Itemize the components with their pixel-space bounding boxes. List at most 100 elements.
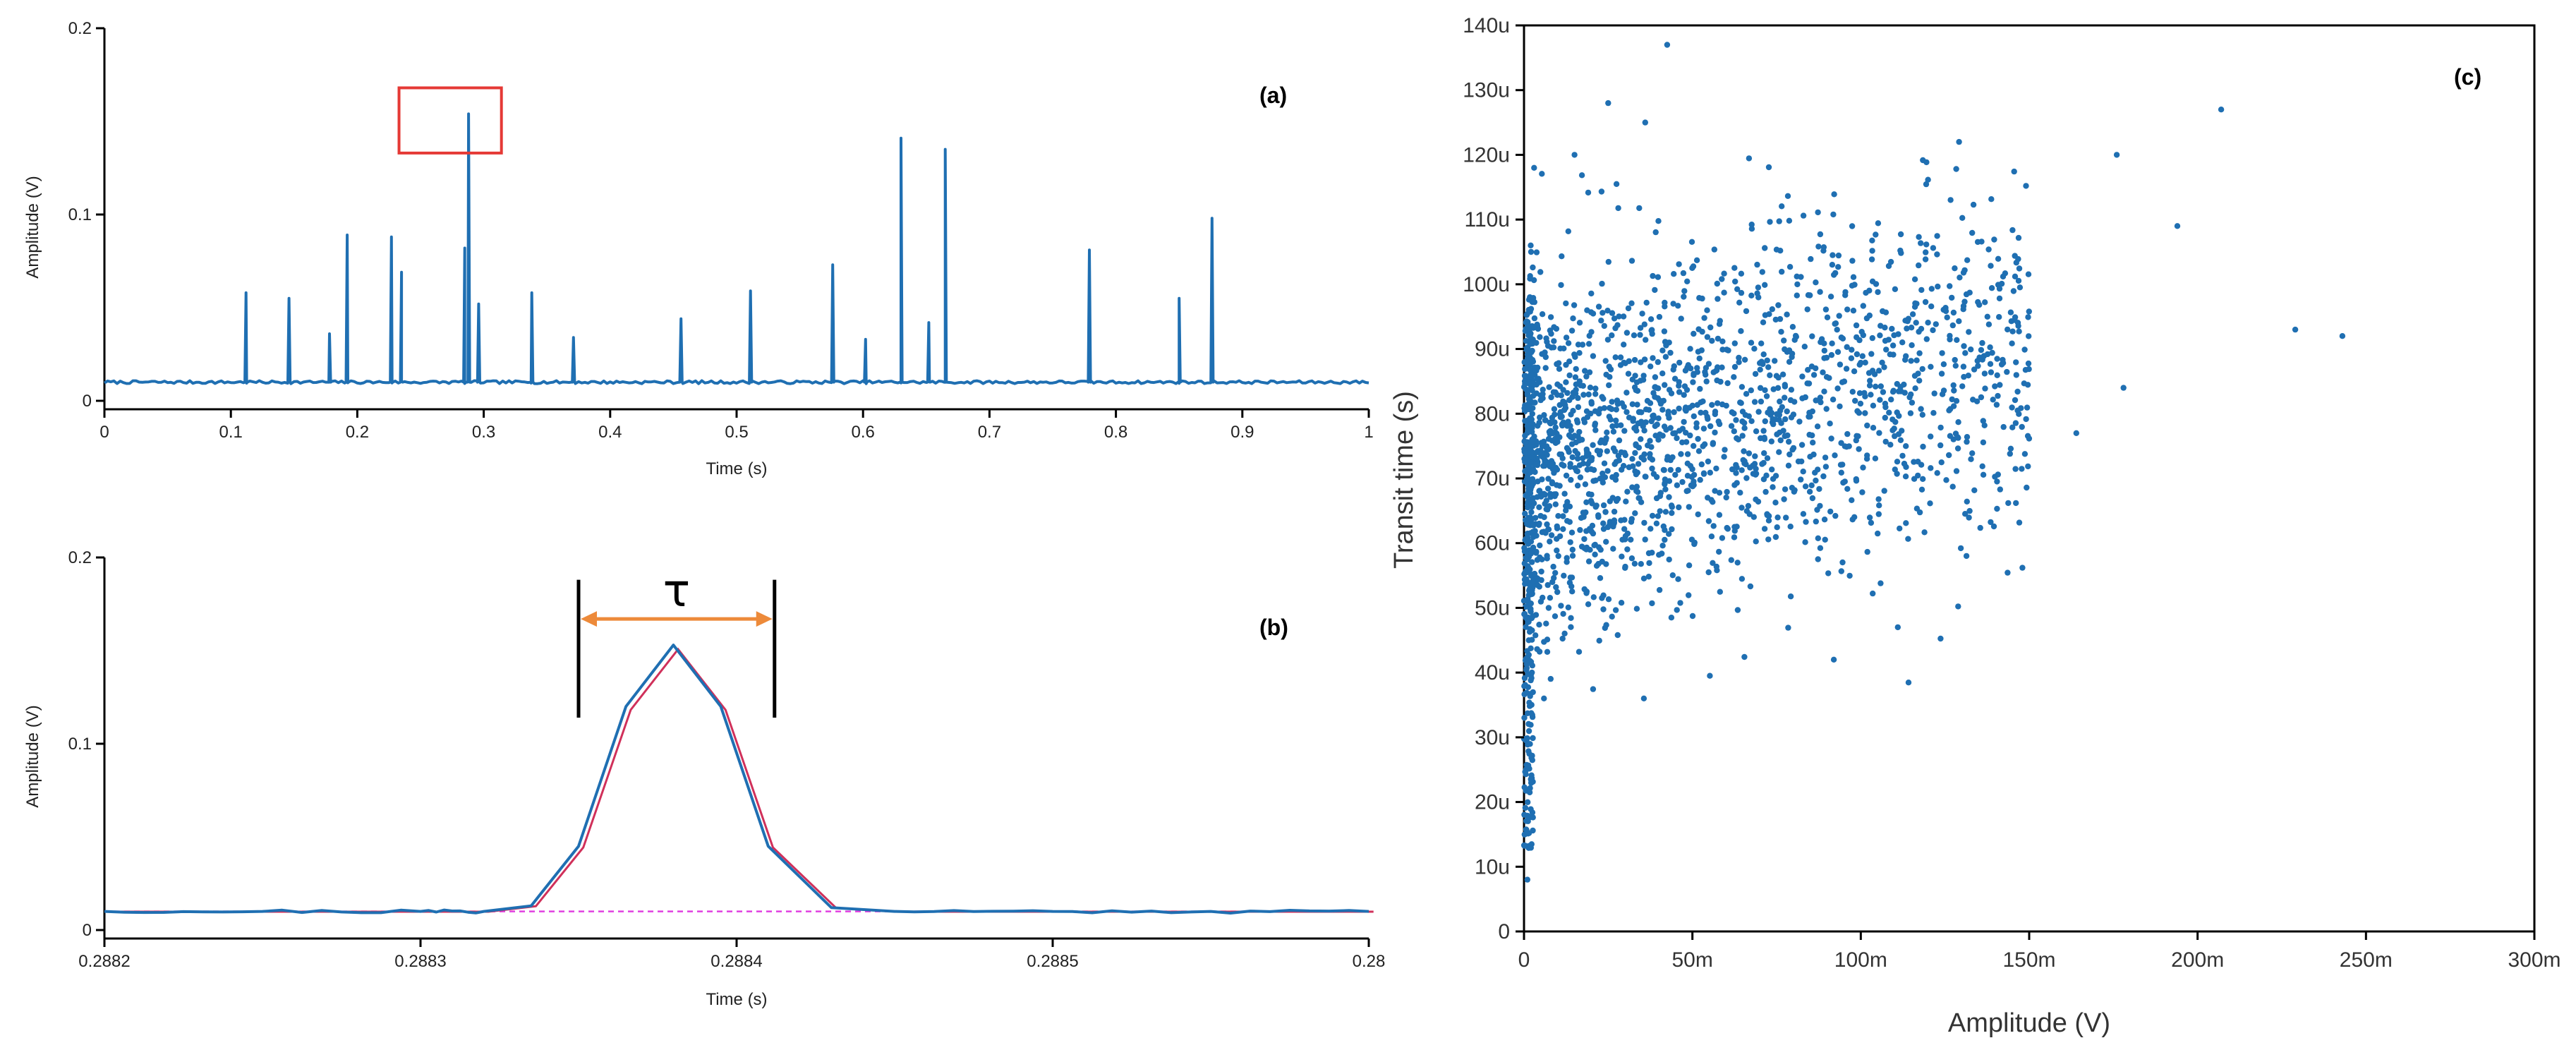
scatter-point bbox=[1721, 454, 1727, 460]
scatter-point bbox=[1963, 553, 1970, 560]
scatter-point bbox=[1649, 600, 1655, 607]
scatter-point bbox=[1525, 799, 1531, 806]
scatter-point bbox=[1645, 550, 1652, 557]
scatter-point bbox=[1529, 497, 1535, 505]
scatter-point bbox=[1750, 514, 1757, 520]
scatter-point bbox=[1872, 455, 1879, 461]
scatter-point bbox=[1810, 451, 1817, 458]
scatter-point bbox=[1547, 538, 1553, 545]
scatter-point bbox=[1816, 485, 1822, 493]
scatter-point bbox=[1712, 411, 1718, 418]
scatter-point bbox=[1930, 245, 1937, 251]
scatter-point bbox=[1609, 310, 1616, 316]
scatter-point bbox=[1904, 318, 1911, 325]
scatter-point bbox=[1571, 433, 1578, 439]
scatter-point bbox=[1788, 387, 1795, 393]
scatter-point bbox=[1935, 283, 1941, 290]
scatter-point bbox=[1768, 409, 1775, 416]
panel-a-x-tick-label: 0.2 bbox=[346, 423, 369, 442]
scatter-point bbox=[1748, 387, 1754, 394]
scatter-point bbox=[1809, 432, 1815, 439]
scatter-point bbox=[1572, 447, 1578, 454]
scatter-point bbox=[1786, 451, 1793, 458]
scatter-point bbox=[1527, 606, 1534, 612]
scatter-point bbox=[1527, 586, 1533, 593]
scatter-point bbox=[1529, 636, 1535, 643]
scatter-point bbox=[1611, 508, 1618, 515]
scatter-point bbox=[1954, 445, 1961, 452]
scatter-point bbox=[1982, 385, 1988, 392]
panel-c-x-tick-label: 100m bbox=[1834, 948, 1887, 972]
scatter-point bbox=[1920, 476, 1926, 482]
scatter-point bbox=[1842, 289, 1849, 296]
scatter-point bbox=[1666, 556, 1672, 563]
scatter-point bbox=[1781, 496, 1787, 502]
scatter-point bbox=[1823, 406, 1830, 412]
scatter-point bbox=[1561, 399, 1568, 406]
scatter-point bbox=[1545, 605, 1552, 611]
scatter-point bbox=[1622, 452, 1628, 459]
scatter-point bbox=[1535, 582, 1541, 589]
scatter-point bbox=[1576, 378, 1583, 385]
scatter-point bbox=[1676, 389, 1683, 395]
scatter-point bbox=[1799, 373, 1806, 380]
scatter-point bbox=[1755, 409, 1762, 415]
scatter-point bbox=[1662, 509, 1669, 515]
scatter-point bbox=[1665, 409, 1671, 415]
scatter-point bbox=[1524, 531, 1531, 538]
scatter-point bbox=[1589, 500, 1595, 507]
scatter-point bbox=[1601, 460, 1608, 466]
scatter-point bbox=[1864, 548, 1870, 555]
scatter-point bbox=[1846, 443, 1852, 449]
scatter-point bbox=[1676, 359, 1683, 366]
scatter-point bbox=[1559, 414, 1565, 420]
scatter-point bbox=[1556, 366, 1563, 372]
scatter-point bbox=[1574, 482, 1581, 489]
scatter-point bbox=[1805, 292, 1812, 298]
panel-c-label: (c) bbox=[2454, 64, 2481, 90]
scatter-point bbox=[1923, 241, 1930, 248]
scatter-point bbox=[1994, 372, 2000, 378]
scatter-point bbox=[1868, 256, 1875, 262]
scatter-point bbox=[1523, 826, 1530, 833]
panel-b-y-tick-label: 0 bbox=[83, 921, 92, 940]
scatter-point bbox=[1522, 804, 1529, 811]
scatter-point bbox=[1541, 695, 1547, 701]
scatter-point bbox=[1691, 330, 1697, 337]
scatter-point bbox=[1619, 400, 1625, 406]
scatter-point bbox=[1581, 586, 1588, 593]
scatter-point bbox=[1827, 508, 1834, 515]
panel-a-label: (a) bbox=[1259, 83, 1287, 108]
scatter-point bbox=[1526, 629, 1533, 635]
scatter-point bbox=[1793, 334, 1799, 340]
scatter-point bbox=[1839, 379, 1846, 385]
scatter-point bbox=[1526, 699, 1532, 706]
scatter-point bbox=[1687, 432, 1693, 439]
scatter-point bbox=[1988, 262, 1994, 269]
scatter-point bbox=[1539, 311, 1546, 318]
scatter-point bbox=[1868, 519, 1875, 526]
scatter-point bbox=[1981, 353, 1988, 359]
scatter-point bbox=[1809, 408, 1815, 415]
scatter-point bbox=[1574, 468, 1580, 475]
scatter-point bbox=[1955, 603, 1961, 610]
scatter-point-outlier bbox=[2174, 223, 2181, 229]
scatter-point bbox=[1595, 303, 1602, 310]
scatter-point bbox=[1748, 222, 1755, 228]
scatter-point bbox=[1732, 278, 1739, 285]
scatter-point bbox=[1597, 575, 1604, 581]
panel-b-axes bbox=[103, 557, 1369, 940]
scatter-point bbox=[1800, 469, 1806, 475]
scatter-point bbox=[1758, 340, 1765, 346]
scatter-point bbox=[1978, 394, 1985, 401]
scatter-point bbox=[1794, 292, 1800, 298]
scatter-point bbox=[1662, 299, 1668, 306]
scatter-point bbox=[1547, 595, 1554, 601]
scatter-point bbox=[1815, 209, 1821, 216]
scatter-point bbox=[1849, 497, 1855, 503]
scatter-point bbox=[1753, 428, 1760, 435]
scatter-point bbox=[1755, 498, 1762, 505]
scatter-point bbox=[1552, 435, 1559, 442]
scatter-point bbox=[2004, 569, 2011, 576]
scatter-point bbox=[1633, 471, 1640, 478]
